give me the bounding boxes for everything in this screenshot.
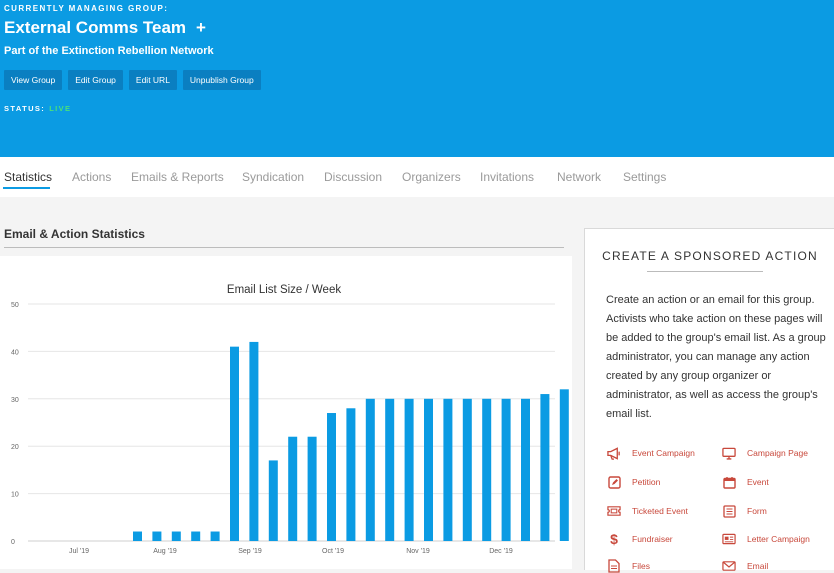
petition-label: Petition	[632, 477, 661, 487]
ticketed-event-link[interactable]: Ticketed Event	[607, 504, 688, 518]
campaign-page-link[interactable]: Campaign Page	[722, 446, 808, 460]
y-tick-label: 50	[11, 302, 19, 309]
y-tick-label: 30	[11, 397, 19, 404]
x-tick-label: Jul '19	[69, 548, 89, 555]
edit-url-button[interactable]: Edit URL	[128, 70, 177, 90]
chart-title: Email List Size / Week	[227, 284, 341, 296]
email-link[interactable]: Email	[722, 559, 768, 573]
edit-group-button[interactable]: Edit Group	[68, 70, 123, 90]
status-badge: LIVE	[49, 104, 72, 113]
chart-bar[interactable]	[540, 394, 550, 541]
megaphone-icon	[607, 446, 621, 460]
tab-syndication[interactable]: Syndication	[242, 170, 305, 184]
panel-title: CREATE A SPONSORED ACTION	[602, 249, 818, 263]
x-tick-label: Sep '19	[238, 548, 262, 555]
x-tick-label: Aug '19	[153, 548, 177, 555]
group-name: External Comms Team	[4, 18, 187, 37]
tab-invitations[interactable]: Invitations	[480, 170, 535, 184]
chart-bar[interactable]	[365, 398, 375, 541]
tab-organizers[interactable]: Organizers	[402, 170, 461, 184]
panel-divider	[647, 271, 763, 272]
active-tab-indicator	[3, 187, 50, 189]
letter-campaign-label: Letter Campaign	[747, 534, 810, 544]
files-label: Files	[632, 561, 650, 571]
group-title: External Comms Team +	[4, 18, 206, 38]
status-row: STATUS: LIVE	[4, 104, 71, 113]
y-tick-label: 0	[11, 539, 15, 546]
view-group-button[interactable]: View Group	[4, 70, 63, 90]
chart-bar[interactable]	[424, 398, 433, 541]
chart-bar[interactable]	[307, 436, 317, 541]
y-tick-label: 20	[11, 444, 19, 451]
form-label: Form	[747, 506, 767, 516]
chart-bar[interactable]	[482, 398, 492, 541]
chart-bar[interactable]	[191, 531, 201, 541]
chart-bar[interactable]	[327, 413, 336, 541]
chart-bar[interactable]	[152, 531, 162, 541]
letter-icon	[722, 532, 736, 546]
chart-bar[interactable]	[521, 398, 530, 541]
chart-bar[interactable]	[288, 436, 298, 541]
sponsored-action-panel: CREATE A SPONSORED ACTION Create an acti…	[584, 228, 834, 573]
section-title: Email & Action Statistics	[4, 227, 145, 241]
eyebrow-label: CURRENTLY MANAGING GROUP:	[4, 4, 169, 13]
chart-bar[interactable]	[346, 408, 356, 541]
x-tick-label: Nov '19	[406, 548, 430, 555]
ticket-icon	[607, 504, 621, 518]
chart-bar[interactable]	[501, 398, 511, 541]
chart-bar[interactable]	[268, 460, 278, 541]
event-campaign-link[interactable]: Event Campaign	[607, 446, 695, 460]
tab-settings[interactable]: Settings	[623, 170, 667, 184]
chart-bar[interactable]	[210, 531, 220, 541]
chart-bar[interactable]	[559, 389, 569, 541]
chart-bar[interactable]	[230, 346, 239, 541]
chart-bar[interactable]	[385, 398, 395, 541]
fundraiser-link[interactable]: $ Fundraiser	[607, 531, 673, 547]
network-label[interactable]: Part of the Extinction Rebellion Network	[4, 45, 214, 57]
email-list-chart: Email List Size / Week 0 10 20 30 40 50 Jul '…	[0, 256, 572, 569]
x-tick-label: Dec '19	[489, 548, 513, 555]
chart-bar[interactable]	[443, 398, 453, 541]
monitor-icon	[722, 446, 736, 460]
panel-description: Create an action or an email for this gr…	[606, 294, 826, 420]
group-header: CURRENTLY MANAGING GROUP: External Comms…	[0, 0, 834, 157]
petition-link[interactable]: Petition	[607, 475, 660, 489]
fundraiser-label: Fundraiser	[632, 534, 673, 544]
event-link[interactable]: Event	[722, 475, 769, 489]
tab-actions[interactable]: Actions	[72, 170, 112, 184]
email-label: Email	[747, 561, 769, 571]
tab-network[interactable]: Network	[557, 170, 602, 184]
campaign-page-label: Campaign Page	[747, 448, 808, 458]
chart-bar[interactable]	[249, 341, 259, 541]
chart-bar[interactable]	[404, 398, 414, 541]
y-tick-label: 40	[11, 349, 19, 356]
tab-bar: Statistics Actions Emails & Reports Synd…	[0, 157, 834, 197]
letter-campaign-link[interactable]: Letter Campaign	[722, 532, 810, 546]
add-group-button[interactable]: +	[196, 18, 206, 37]
y-tick-label: 10	[11, 492, 19, 499]
file-icon	[607, 559, 621, 573]
event-label: Event	[747, 477, 769, 487]
files-link[interactable]: Files	[607, 559, 650, 573]
calendar-icon	[722, 475, 736, 489]
chart-bar[interactable]	[133, 531, 142, 541]
ticketed-event-label: Ticketed Event	[632, 506, 688, 516]
chart-svg: Email List Size / Week 0 10 20 30 40 50 Jul '…	[11, 284, 569, 555]
chart-bar[interactable]	[462, 398, 472, 541]
envelope-icon	[722, 559, 736, 573]
x-tick-label: Oct '19	[322, 548, 344, 555]
form-link[interactable]: Form	[722, 504, 767, 518]
tab-statistics[interactable]: Statistics	[4, 170, 53, 184]
tab-discussion[interactable]: Discussion	[324, 170, 383, 184]
status-label: STATUS:	[4, 104, 46, 113]
event-campaign-label: Event Campaign	[632, 448, 695, 458]
dollar-icon: $	[610, 531, 618, 547]
chart-bar[interactable]	[171, 531, 181, 541]
pencil-icon	[607, 475, 621, 489]
section-divider	[4, 247, 564, 248]
group-button-row: View Group Edit Group Edit URL Unpublish…	[4, 70, 261, 90]
unpublish-group-button[interactable]: Unpublish Group	[182, 70, 261, 90]
form-icon	[722, 504, 736, 518]
tab-emails-reports[interactable]: Emails & Reports	[131, 170, 224, 184]
